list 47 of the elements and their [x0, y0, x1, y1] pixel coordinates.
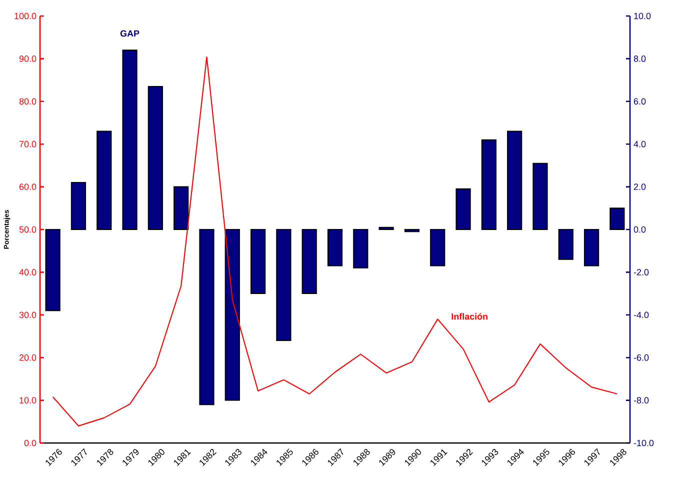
- bar: [199, 228, 214, 406]
- y2-tick-label: 2.0: [634, 184, 646, 190]
- y-tick-label: 0.0: [24, 440, 36, 446]
- bar: [507, 130, 522, 230]
- y-tick-label: 100.0: [14, 12, 36, 20]
- y-tick-label: 80.0: [19, 98, 36, 105]
- y-tick-label: 60.0: [19, 184, 36, 190]
- bar: [327, 228, 343, 266]
- y2-tick-label: -4.0: [634, 312, 649, 318]
- bar: [45, 228, 60, 312]
- y2-tick-label: -6.0: [634, 354, 649, 361]
- bar: [96, 130, 112, 230]
- y-tick-label: 70.0: [19, 140, 36, 148]
- bar: [430, 228, 446, 266]
- y-tick-label: 30.0: [19, 312, 36, 318]
- bar: [456, 188, 471, 230]
- y2-tick-label: 10.0: [634, 12, 651, 20]
- bar: [148, 86, 163, 230]
- bar: [584, 228, 600, 266]
- y2-tick-label: -8.0: [634, 397, 649, 404]
- bar: [122, 50, 138, 230]
- bar: [250, 228, 266, 294]
- y2-tick-label: 8.0: [634, 56, 646, 62]
- y-tick-label: 90.0: [19, 56, 36, 62]
- line-series: [52, 56, 618, 426]
- y-tick-label: 50.0: [19, 226, 36, 233]
- y2-tick-label: -2.0: [634, 269, 649, 276]
- bar: [558, 228, 574, 260]
- bar: [481, 139, 496, 230]
- y2-tick-label: 4.0: [634, 140, 646, 148]
- y-tick-label: 40.0: [19, 269, 36, 276]
- bar: [174, 186, 189, 230]
- y2-tick-label: 6.0: [634, 98, 646, 105]
- y-tick-label: 20.0: [19, 354, 36, 361]
- bar: [532, 162, 548, 230]
- bar: [404, 228, 420, 232]
- y2-tick-label: -10.0: [634, 440, 654, 446]
- bar: [224, 228, 240, 401]
- bar: [353, 228, 368, 268]
- bar: [276, 228, 292, 342]
- series-label: Inflación: [452, 312, 488, 320]
- series-label: GAP: [120, 30, 140, 37]
- y-tick-label: 10.0: [20, 397, 36, 404]
- bar: [302, 228, 317, 294]
- y2-tick-label: 0.0: [634, 226, 646, 233]
- bar: [70, 182, 86, 230]
- bar: [378, 226, 394, 230]
